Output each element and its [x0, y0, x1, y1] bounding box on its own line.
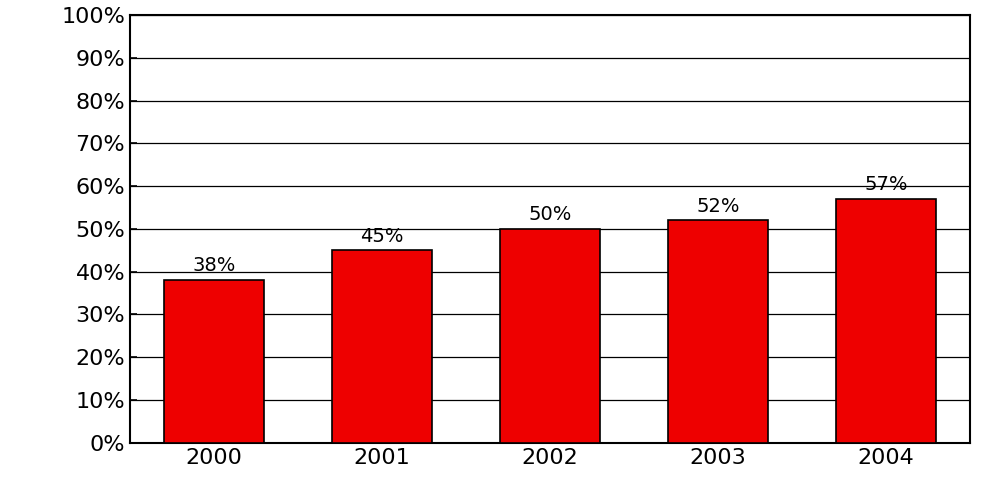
Text: 50%: 50%: [528, 205, 572, 224]
Bar: [836, 199, 936, 443]
Text: 57%: 57%: [864, 175, 908, 194]
Text: 52%: 52%: [696, 197, 740, 216]
Bar: [332, 250, 432, 443]
Bar: [500, 229, 600, 443]
Bar: [164, 280, 264, 443]
Bar: [668, 220, 768, 443]
Text: 38%: 38%: [192, 257, 236, 276]
Text: 45%: 45%: [360, 226, 404, 245]
